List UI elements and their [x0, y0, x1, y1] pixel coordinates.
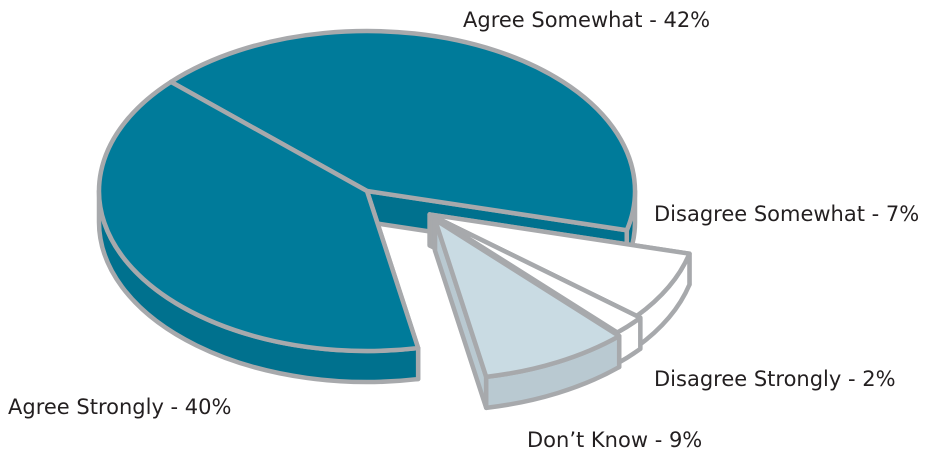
- slice-dont-know: [432, 217, 622, 380]
- data-label-disagree-somewhat: Disagree Somewhat - 7%: [654, 202, 920, 226]
- slice-agree-somewhat: [168, 28, 638, 233]
- data-label-disagree-strongly: Disagree Strongly - 2%: [654, 367, 896, 391]
- slice-agree-strongly: [96, 79, 421, 354]
- pie-tops: [96, 28, 638, 354]
- data-label-agree-strongly: Agree Strongly - 40%: [8, 395, 232, 419]
- data-label-dont-know: Don’t Know - 9%: [527, 428, 703, 452]
- data-label-agree-somewhat: Agree Somewhat - 42%: [463, 8, 711, 32]
